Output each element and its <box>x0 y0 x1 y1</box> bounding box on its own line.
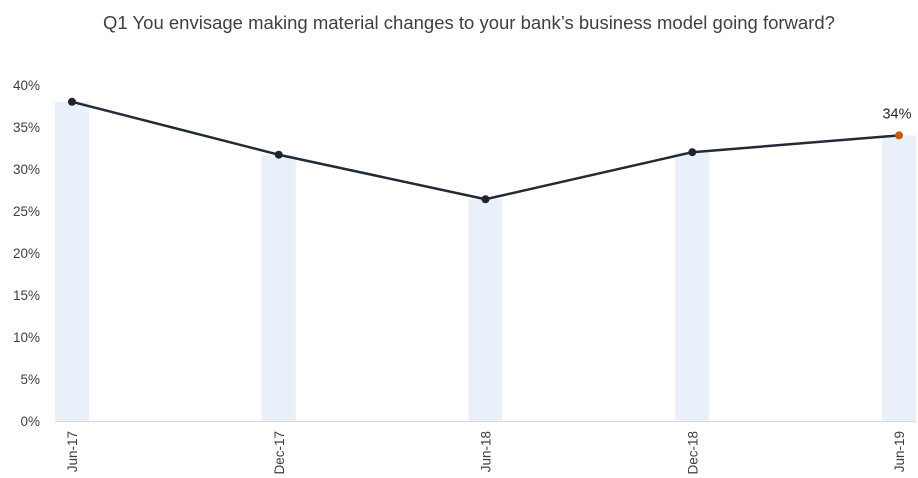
y-tick-label: 35% <box>13 120 40 135</box>
data-label: 34% <box>882 106 911 122</box>
x-tick-label: Jun-18 <box>479 431 494 472</box>
x-tick-label: Dec-18 <box>685 431 700 475</box>
y-tick-label: 30% <box>13 162 40 177</box>
y-tick-label: 0% <box>20 414 40 429</box>
data-point <box>688 148 697 157</box>
x-axis-ticks: Jun-17 Dec-17 Jun-18 Dec-18 Jun-19 <box>65 431 907 475</box>
chart-title: Q1 You envisage making material changes … <box>103 12 835 33</box>
x-tick-label: Jun-19 <box>892 431 907 472</box>
background-bar <box>55 101 89 422</box>
data-point <box>68 97 76 106</box>
y-tick-label: 25% <box>13 204 40 219</box>
y-tick-label: 40% <box>13 78 40 93</box>
background-bar <box>882 135 916 421</box>
y-tick-label: 5% <box>20 372 40 387</box>
data-point <box>481 195 490 204</box>
y-tick-label: 10% <box>13 330 40 345</box>
x-tick-label: Jun-17 <box>65 431 80 472</box>
x-tick-label: Dec-17 <box>272 431 287 475</box>
data-point <box>274 150 283 159</box>
y-tick-label: 15% <box>13 288 40 303</box>
background-bar <box>261 154 296 421</box>
series-line <box>71 100 900 201</box>
data-point <box>895 131 903 140</box>
bars-layer <box>55 101 916 422</box>
y-axis-ticks: 0% 5% 10% 15% 20% 25% 30% 35% 40% <box>13 78 40 429</box>
background-bar <box>675 152 710 421</box>
background-bar <box>468 199 503 421</box>
y-tick-label: 20% <box>13 246 40 261</box>
data-label-layer: 34% <box>882 106 911 122</box>
marker-layer <box>68 97 903 204</box>
line-layer <box>71 100 900 201</box>
